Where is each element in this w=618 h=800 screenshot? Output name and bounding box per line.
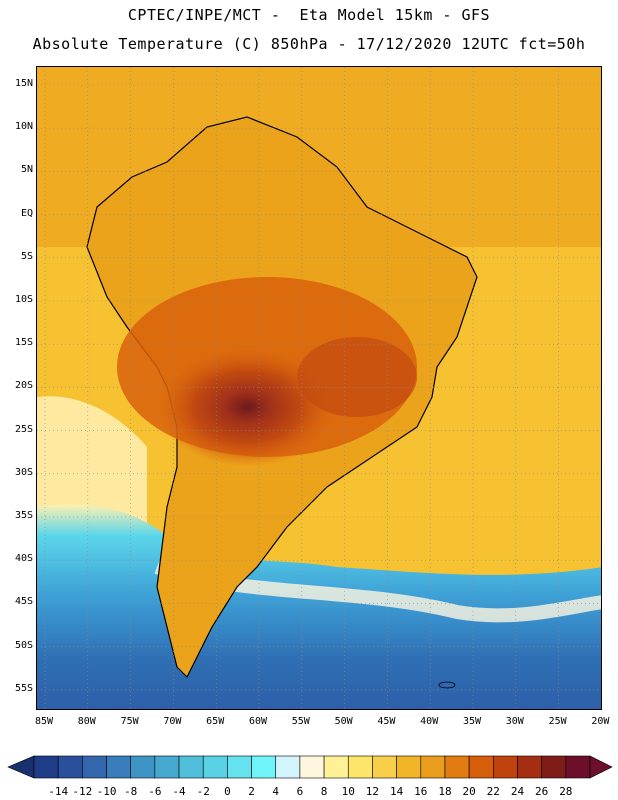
lon-tick-label: 40W	[420, 716, 439, 727]
colorbar-swatch	[227, 755, 252, 779]
colorbar-label: -10	[96, 785, 117, 798]
colorbar-label: 2	[248, 785, 255, 798]
lon-tick-label: 75W	[120, 716, 139, 727]
lon-tick-label: 80W	[77, 716, 96, 727]
colorbar-swatch	[396, 755, 422, 779]
colorbar-label: 16	[414, 785, 428, 798]
lon-tick-label: 85W	[34, 716, 54, 727]
colorbar-swatch	[372, 755, 397, 779]
colorbar-swatch	[517, 755, 542, 779]
colorbar-swatch	[130, 755, 156, 779]
lat-tick-label: 50S	[14, 639, 33, 651]
lat-tick-label: 10N	[14, 121, 33, 133]
lat-tick-label: EQ	[20, 207, 33, 219]
colorbar-low-arrow	[7, 755, 35, 779]
map-title-line1: CPTEC/INPE/MCT - Eta Model 15km - GFS	[127, 6, 491, 24]
colorbar-swatch	[154, 755, 180, 779]
lon-tick-label: 70W	[163, 716, 182, 727]
lat-tick-label: 35S	[14, 510, 33, 521]
map-title-line2: Absolute Temperature (C) 850hPa - 17/12/…	[32, 35, 586, 53]
colorbar-label: -6	[148, 785, 162, 798]
colorbar-label: -12	[72, 785, 93, 798]
colorbar-label: 26	[535, 785, 549, 798]
falkland-islands	[438, 681, 456, 689]
colorbar-swatch	[420, 755, 446, 779]
colorbar-swatch	[493, 755, 518, 779]
colorbar-swatch	[57, 755, 83, 779]
colorbar-label: 8	[320, 785, 328, 798]
colorbar-label: 22	[486, 785, 500, 798]
colorbar-label: 20	[462, 785, 476, 798]
colorbar-swatch	[82, 755, 107, 779]
graticule	[37, 67, 601, 709]
lat-tick-label: 55S	[14, 682, 33, 694]
colorbar-high-arrow	[589, 755, 613, 779]
colorbar-svg	[7, 755, 613, 779]
lat-tick-label: 25S	[14, 423, 33, 435]
colorbar-label: -2	[196, 785, 210, 798]
colorbar-label: -4	[172, 785, 186, 798]
lat-tick-label: 15S	[14, 337, 33, 349]
lon-tick-label: 65W	[206, 716, 225, 727]
colorbar-label: 0	[224, 785, 231, 798]
colorbar-label: 12	[365, 785, 380, 798]
colorbar-label: 6	[296, 785, 304, 798]
colorbar-label: 28	[559, 785, 573, 798]
lon-tick-label: 20W	[591, 716, 610, 727]
colorbar-label: 4	[272, 785, 280, 798]
pacific-pale-band	[37, 396, 147, 527]
colorbar-swatch	[565, 755, 591, 779]
lat-tick-label: 15N	[14, 78, 33, 89]
lat-tick-label: 45S	[14, 596, 33, 608]
lat-tick-label: 20S	[14, 380, 33, 392]
colorbar-label: 24	[510, 785, 525, 798]
colorbar-swatch	[347, 755, 373, 779]
colorbar-swatch	[323, 755, 349, 779]
colorbar-swatch	[202, 755, 228, 779]
colorbar-label: -14	[48, 785, 69, 798]
colorbar-swatch	[33, 755, 59, 779]
colorbar-swatch	[106, 755, 131, 779]
lon-tick-label: 60W	[248, 716, 268, 727]
lon-tick-label: 25W	[548, 716, 567, 727]
colorbar-swatch	[251, 755, 277, 779]
lat-tick-label: 10S	[14, 294, 33, 305]
colorbar-label: 14	[389, 785, 404, 798]
lon-tick-label: 30W	[505, 716, 524, 727]
lat-tick-label: 30S	[14, 466, 33, 478]
lat-tick-label: 40S	[14, 553, 33, 565]
temperature-map	[36, 66, 602, 710]
lon-tick-label: 55W	[291, 716, 310, 727]
hot-brazil	[297, 337, 417, 417]
colorbar-swatch	[444, 755, 470, 779]
colorbar: -14 -12 -10 -8 -6 -4 -2 0 2 4 6 8 10 12 14 16 18 20 22 24 26…	[0, 748, 618, 800]
lat-tick-label: 5N	[20, 164, 33, 176]
colorbar-swatch	[541, 755, 567, 779]
lon-tick-label: 35W	[462, 716, 482, 727]
colorbar-label: -8	[124, 785, 138, 798]
colorbar-label: 10	[341, 785, 355, 798]
colorbar-label: 18	[438, 785, 452, 798]
colorbar-swatch	[275, 755, 301, 779]
temperature-field	[37, 67, 601, 709]
lon-tick-label: 50W	[334, 716, 353, 727]
colorbar-swatch	[299, 755, 325, 779]
lon-tick-label: 45W	[377, 716, 396, 727]
lat-tick-label: 5S	[20, 250, 33, 262]
colorbar-swatch	[178, 755, 204, 779]
hottest-core	[157, 347, 337, 467]
colorbar-swatch	[468, 755, 494, 779]
